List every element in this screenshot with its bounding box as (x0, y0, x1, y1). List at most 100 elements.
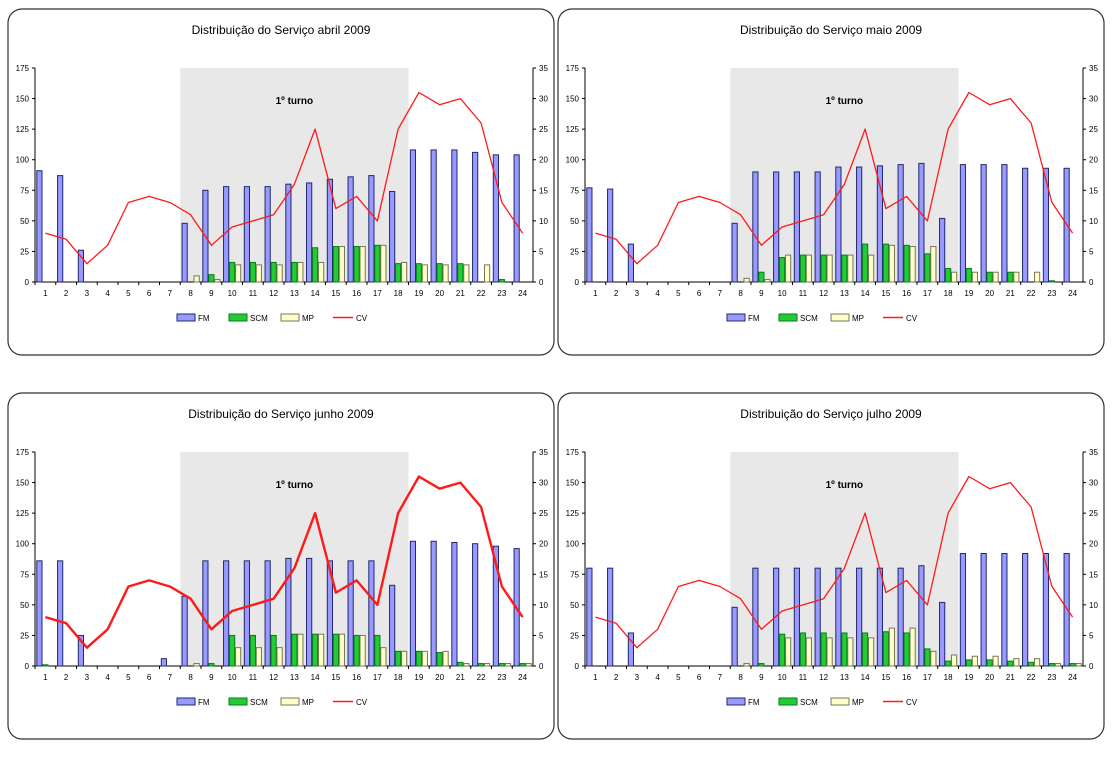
y2-tick-label: 25 (1089, 125, 1098, 134)
bar-scm (249, 261, 256, 283)
x-tick-label: 16 (352, 673, 361, 682)
bar-scm (291, 633, 298, 667)
x-tick-label: 12 (269, 673, 278, 682)
bar-mp (805, 254, 812, 283)
y-tick-label: 100 (16, 540, 30, 549)
bar-fm (980, 552, 987, 667)
bar-scm (758, 663, 765, 667)
bar-fm (835, 166, 842, 283)
x-tick-label: 7 (718, 673, 723, 682)
x-tick-label: 15 (881, 289, 890, 298)
bar-scm (965, 659, 972, 667)
x-tick-label: 4 (655, 673, 660, 682)
x-tick-label: 18 (944, 289, 953, 298)
x-tick-label: 23 (1047, 673, 1056, 682)
legend-swatch-scm (778, 697, 798, 706)
bar-mp (297, 261, 304, 283)
bar-fm (451, 541, 458, 667)
bar-fm (306, 557, 313, 667)
x-tick-label: 11 (799, 673, 808, 682)
legend-label: CV (906, 698, 918, 707)
x-tick-label: 23 (497, 289, 506, 298)
bar-mp (992, 271, 999, 283)
legend-swatch-scm (228, 697, 248, 706)
y2-tick-label: 25 (539, 125, 548, 134)
chart-title: Distribuição do Serviço julho 2009 (740, 407, 922, 421)
bar-fm (959, 164, 966, 283)
x-tick-label: 11 (249, 289, 258, 298)
x-tick-label: 10 (228, 673, 237, 682)
bar-scm (270, 261, 277, 283)
x-tick-label: 18 (394, 289, 403, 298)
y-tick-label: 0 (575, 662, 580, 671)
bar-scm (924, 648, 931, 667)
bar-fm (607, 188, 614, 283)
bar-scm (374, 244, 381, 283)
x-tick-label: 22 (477, 289, 486, 298)
x-tick-label: 5 (676, 289, 681, 298)
y2-tick-label: 20 (539, 540, 548, 549)
x-tick-label: 8 (738, 673, 743, 682)
legend-label: FM (198, 314, 210, 323)
y2-tick-label: 10 (539, 601, 548, 610)
bar-scm (841, 254, 848, 283)
y2-tick-label: 30 (539, 479, 548, 488)
x-tick-label: 13 (290, 289, 299, 298)
bar-fm (472, 543, 479, 667)
bar-mp (971, 271, 978, 283)
bar-mp (463, 663, 470, 667)
legend-swatch-fm (176, 697, 196, 706)
bar-fm (264, 186, 271, 283)
y-tick-label: 25 (20, 247, 29, 256)
y-tick-label: 125 (566, 125, 580, 134)
bar-mp (847, 254, 854, 283)
chart-title: Distribuição do Serviço junho 2009 (188, 407, 374, 421)
bar-fm (285, 557, 292, 667)
bar-scm (965, 268, 972, 283)
bar-fm (389, 584, 396, 667)
bar-fm (793, 171, 800, 283)
bar-fm (856, 166, 863, 283)
x-tick-label: 9 (209, 673, 214, 682)
legend-swatch-scm (228, 313, 248, 322)
x-tick-label: 19 (964, 289, 973, 298)
bar-fm (731, 222, 738, 283)
y2-tick-label: 25 (539, 509, 548, 518)
bar-fm (627, 632, 634, 667)
bar-mp (868, 637, 875, 667)
legend-swatch-fm (726, 313, 746, 322)
legend-swatch-mp (280, 313, 300, 322)
y-tick-label: 175 (16, 448, 30, 457)
bar-fm (77, 634, 84, 667)
x-tick-label: 24 (1068, 673, 1077, 682)
x-tick-label: 21 (1006, 673, 1015, 682)
bar-scm (820, 632, 827, 667)
bar-fm (409, 540, 416, 667)
bar-mp (847, 637, 854, 667)
x-tick-label: 4 (655, 289, 660, 298)
bar-fm (160, 658, 167, 667)
x-tick-label: 8 (188, 673, 193, 682)
x-tick-label: 22 (1027, 673, 1036, 682)
y-tick-label: 0 (25, 278, 30, 287)
bar-mp (484, 663, 491, 667)
chart-svg: Distribuição do Serviço julho 2009 1º tur… (557, 392, 1105, 740)
y-tick-label: 25 (570, 631, 579, 640)
y-tick-label: 25 (20, 631, 29, 640)
bar-scm (758, 271, 765, 283)
x-tick-label: 20 (435, 673, 444, 682)
bar-scm (1007, 271, 1014, 283)
y2-tick-label: 15 (539, 186, 548, 195)
bar-scm (291, 261, 298, 283)
bar-mp (826, 637, 833, 667)
bar-fm (731, 606, 738, 667)
bar-fm (1001, 552, 1008, 667)
x-tick-label: 12 (819, 673, 828, 682)
x-tick-label: 2 (614, 673, 619, 682)
legend-label: SCM (800, 698, 818, 707)
bar-scm (498, 663, 505, 667)
chart-panel-april: Distribuição do Serviço abril 2009 1º tur… (7, 8, 555, 356)
x-tick-label: 6 (147, 289, 152, 298)
y2-tick-label: 5 (539, 247, 544, 256)
y-tick-label: 125 (566, 509, 580, 518)
